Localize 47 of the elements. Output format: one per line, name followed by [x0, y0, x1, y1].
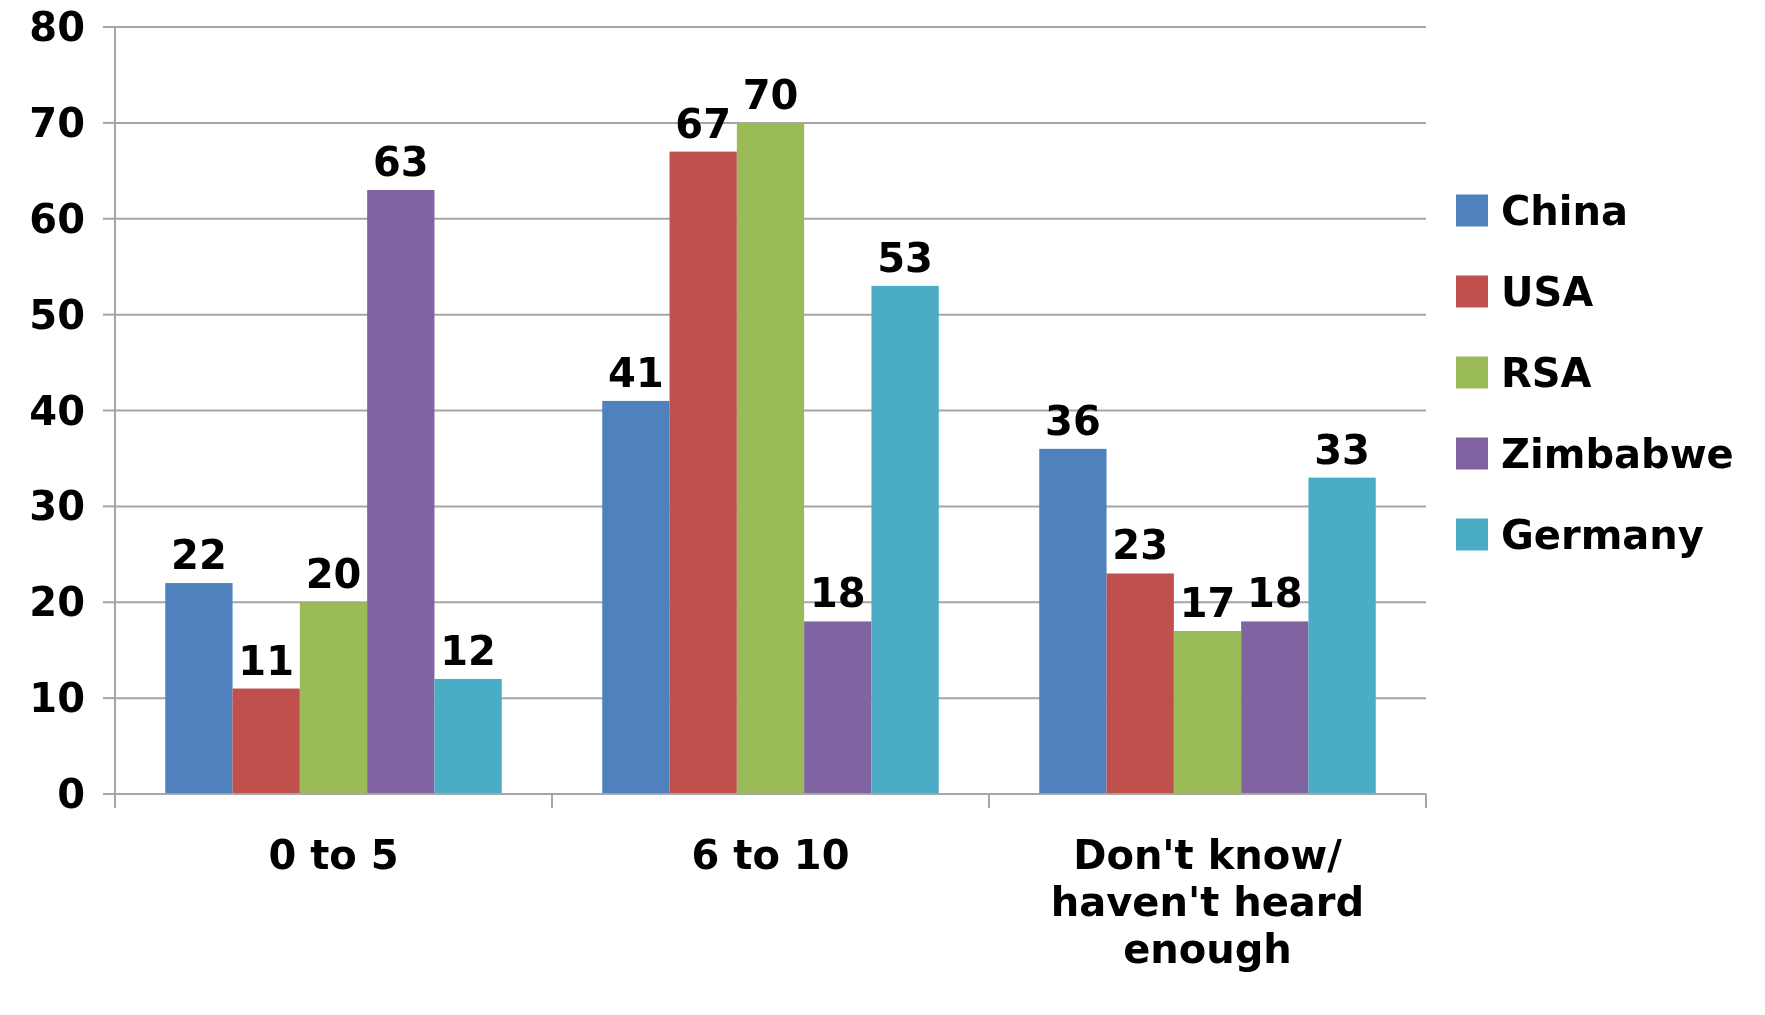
bar: [434, 678, 502, 794]
y-tick-label: 0: [57, 771, 85, 817]
data-label: 67: [675, 100, 732, 147]
legend-label: Zimbabwe: [1501, 430, 1734, 477]
data-label: 63: [372, 138, 429, 185]
x-tick-label: Don't know/ haven't heard enough: [1050, 832, 1365, 973]
data-label: 33: [1314, 426, 1370, 473]
bar: [736, 122, 805, 794]
data-label: 18: [809, 570, 866, 617]
bar: [669, 151, 737, 794]
y-tick-label: 80: [29, 4, 85, 50]
bar: [804, 621, 872, 794]
bar: [1308, 477, 1376, 794]
x-tick-label: 0 to 5: [268, 832, 399, 878]
data-label: 53: [877, 234, 933, 281]
bar: [1173, 631, 1242, 794]
y-tick-label: 30: [29, 483, 85, 530]
y-tick-label: 60: [29, 195, 85, 242]
bar: [1241, 621, 1309, 794]
bar: [1039, 448, 1107, 794]
data-label: 41: [608, 349, 664, 396]
bar: [367, 189, 435, 794]
data-label: 70: [742, 71, 799, 118]
y-tick-label: 40: [29, 387, 85, 434]
data-label: 17: [1179, 580, 1236, 627]
legend-label: China: [1501, 187, 1629, 234]
data-label: 36: [1045, 397, 1101, 444]
data-label: 20: [305, 551, 362, 598]
legend-label: RSA: [1501, 349, 1592, 396]
y-tick-label: 50: [29, 291, 85, 338]
data-label: 22: [171, 532, 227, 579]
data-label: 18: [1246, 570, 1303, 617]
y-tick-label: 20: [29, 579, 85, 626]
bar: [299, 602, 368, 794]
data-label: 11: [238, 637, 295, 684]
bar: [165, 583, 233, 794]
y-tick-label: 70: [29, 99, 85, 146]
bar: [232, 688, 300, 794]
bar: [602, 400, 670, 794]
bar: [1106, 573, 1174, 794]
legend-label: Germany: [1501, 511, 1704, 558]
data-label: 12: [440, 627, 496, 674]
bar: [871, 285, 939, 794]
data-label: 23: [1112, 522, 1169, 569]
y-tick-label: 10: [29, 675, 85, 722]
x-tick-label: 6 to 10: [691, 832, 850, 878]
legend-label: USA: [1501, 268, 1594, 315]
